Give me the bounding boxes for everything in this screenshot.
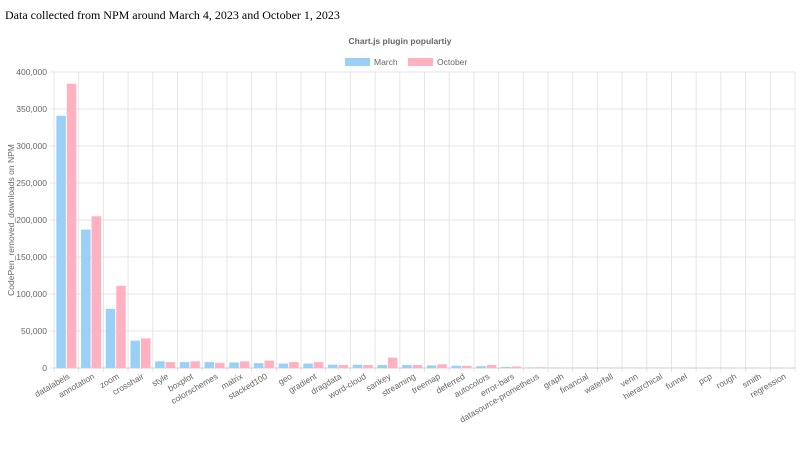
- bar-october-word-cloud[interactable]: [363, 365, 373, 368]
- legend-swatch-october[interactable]: [408, 58, 433, 66]
- bar-march-annotation[interactable]: [81, 229, 91, 368]
- bar-october-style[interactable]: [165, 362, 176, 368]
- y-tick-label: 400,000: [16, 67, 47, 77]
- bar-october-sankey[interactable]: [387, 357, 398, 368]
- page-caption: Data collected from NPM around March 4, …: [5, 8, 340, 22]
- bar-march-word-cloud[interactable]: [352, 364, 363, 368]
- y-tick-label: 300,000: [16, 141, 47, 151]
- bar-march-sankey[interactable]: [377, 365, 387, 368]
- bar-march-autocolors[interactable]: [476, 366, 486, 368]
- bar-march-treemap[interactable]: [426, 365, 437, 368]
- bar-march-dragdata[interactable]: [328, 364, 338, 368]
- bar-march-streaming[interactable]: [402, 365, 412, 368]
- bar-october-dragdata[interactable]: [338, 365, 349, 368]
- bar-october-error-bars[interactable]: [511, 366, 521, 368]
- y-tick-label: 50,000: [21, 326, 47, 336]
- bar-october-treemap[interactable]: [437, 364, 447, 368]
- bar-october-zoom[interactable]: [116, 285, 126, 368]
- bar-october-datalabels[interactable]: [66, 83, 77, 368]
- x-tick-label: pcp: [697, 371, 714, 387]
- bar-october-geo[interactable]: [289, 362, 299, 368]
- y-tick-label: 250,000: [16, 178, 47, 188]
- bar-october-streaming[interactable]: [412, 365, 423, 368]
- bar-march-boxplot[interactable]: [179, 362, 190, 368]
- bar-october-deferred[interactable]: [462, 365, 472, 368]
- bar-march-zoom[interactable]: [105, 308, 116, 368]
- bar-october-datasource-prometheus[interactable]: [536, 367, 546, 368]
- y-tick-label: 150,000: [16, 252, 47, 262]
- y-tick-label: 100,000: [16, 289, 47, 299]
- bar-march-deferred[interactable]: [451, 365, 462, 368]
- legend-swatch-march[interactable]: [345, 58, 370, 66]
- bar-march-colorschemes[interactable]: [204, 362, 215, 368]
- bar-march-style[interactable]: [155, 361, 165, 368]
- bar-march-datasource-prometheus[interactable]: [525, 367, 536, 368]
- bar-march-matrix[interactable]: [229, 362, 239, 368]
- bar-october-stacked100[interactable]: [264, 360, 274, 368]
- y-tick-label: 200,000: [16, 215, 47, 225]
- bar-october-annotation[interactable]: [91, 216, 102, 368]
- bar-march-error-bars[interactable]: [500, 366, 511, 368]
- chart-title: Chart.js plugin populartiy: [349, 36, 452, 46]
- bar-october-gradient[interactable]: [313, 362, 324, 368]
- bar-march-gradient[interactable]: [303, 363, 313, 368]
- x-tick-label: rough: [714, 371, 738, 391]
- bar-october-colorschemes[interactable]: [215, 362, 225, 368]
- y-tick-label: 350,000: [16, 104, 47, 114]
- x-tick-label: funnel: [664, 371, 689, 391]
- y-axis-label: CodePen_removed_downloads on NPM: [6, 144, 16, 296]
- bar-march-datalabels[interactable]: [56, 115, 66, 368]
- y-tick-label: 0: [42, 363, 47, 373]
- bar-march-geo[interactable]: [278, 363, 289, 368]
- bar-october-autocolors[interactable]: [486, 365, 497, 368]
- legend-label-march: March: [374, 57, 398, 67]
- bar-march-stacked100[interactable]: [253, 363, 264, 368]
- bar-october-matrix[interactable]: [239, 361, 250, 368]
- bar-october-boxplot[interactable]: [190, 361, 200, 368]
- bar-march-crosshair[interactable]: [130, 340, 140, 368]
- bar-october-crosshair[interactable]: [140, 338, 151, 368]
- legend-label-october: October: [437, 57, 467, 67]
